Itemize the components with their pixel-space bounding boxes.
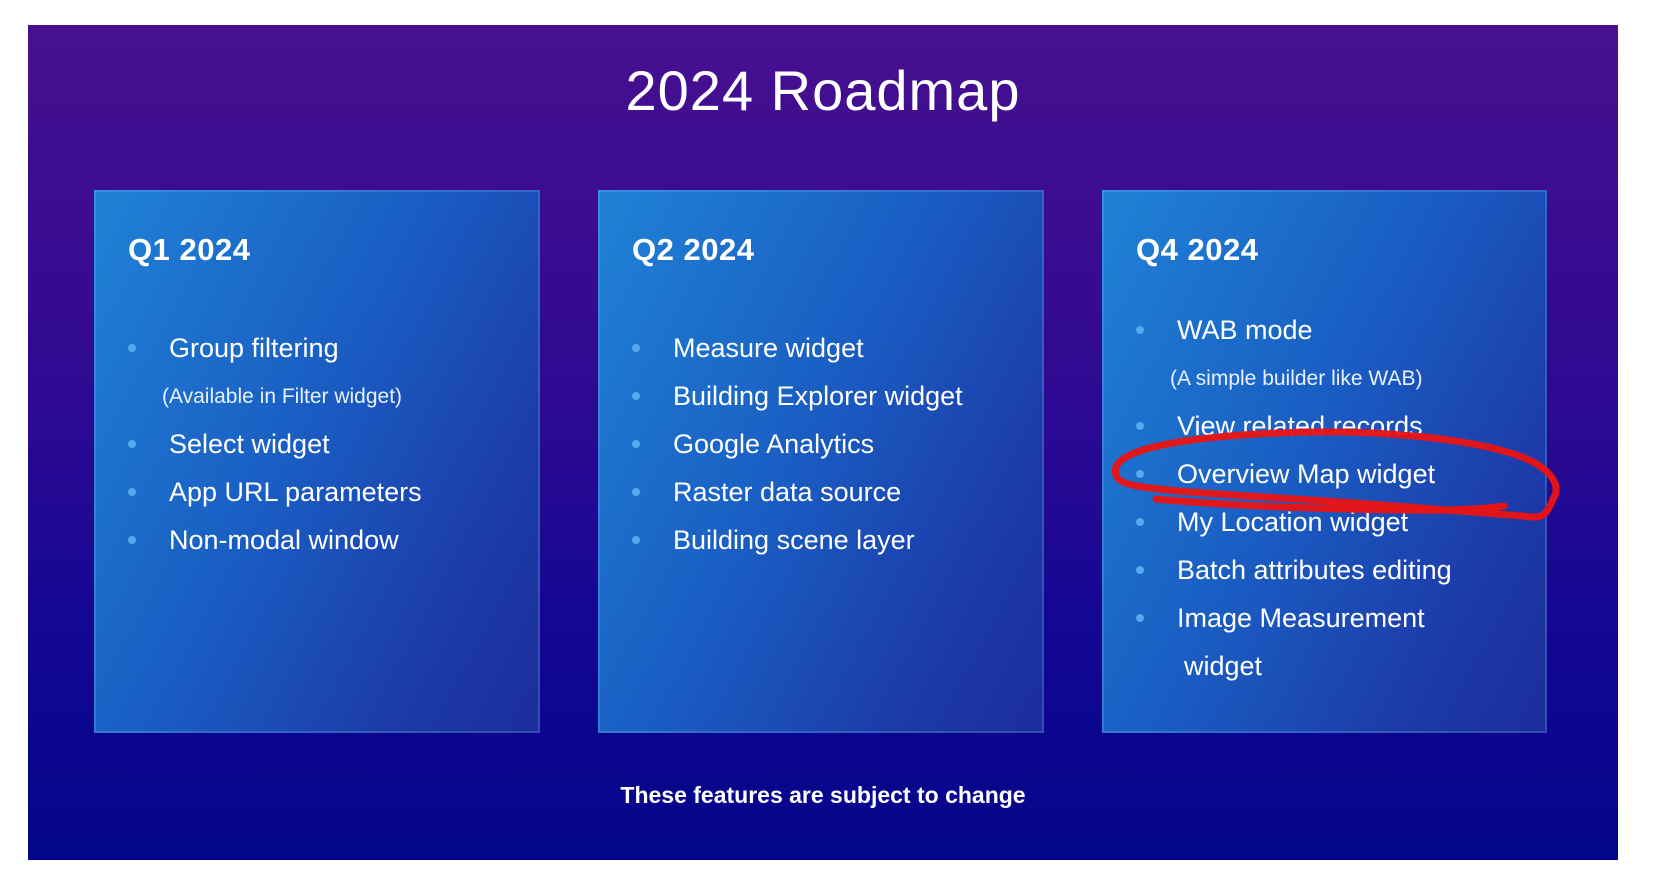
feature-item: Non-modal window bbox=[128, 526, 540, 555]
bullet-dot-icon bbox=[632, 344, 640, 352]
bullet-dot-icon bbox=[128, 488, 136, 496]
feature-item: Batch attributes editing bbox=[1136, 556, 1547, 585]
feature-item-label: Image Measurement bbox=[1177, 603, 1425, 633]
feature-item-label: Building Explorer widget bbox=[673, 381, 963, 411]
feature-item-label: Raster data source bbox=[673, 477, 902, 507]
feature-item-label: My Location widget bbox=[1177, 507, 1409, 537]
feature-item-label: Building scene layer bbox=[673, 525, 915, 555]
feature-item-label: widget bbox=[1184, 651, 1263, 681]
quarter-card-q2-2024: Q2 2024 Measure widget Building Explorer … bbox=[598, 190, 1044, 733]
feature-item-label: Group filtering bbox=[169, 333, 339, 363]
card-heading: Q4 2024 bbox=[1136, 232, 1259, 267]
feature-list: Measure widget Building Explorer widget Go… bbox=[632, 334, 1044, 555]
bullet-dot-icon bbox=[1136, 470, 1144, 478]
feature-item: Image Measurement widget bbox=[1136, 604, 1547, 681]
card-heading: Q2 2024 bbox=[632, 232, 755, 267]
feature-item-label: Overview Map widget bbox=[1177, 459, 1436, 489]
feature-item-label: Measure widget bbox=[673, 333, 864, 363]
feature-item-label: (A simple builder like WAB) bbox=[1170, 367, 1423, 390]
feature-item: (A simple builder like WAB) bbox=[1136, 364, 1547, 393]
feature-item-label: App URL parameters bbox=[169, 477, 422, 507]
roadmap-slide: 2024 Roadmap Q1 2024 Group filtering (Ava… bbox=[28, 25, 1618, 860]
bullet-dot-icon bbox=[1136, 422, 1144, 430]
quarter-card-q1-2024: Q1 2024 Group filtering (Available in Fil… bbox=[94, 190, 540, 733]
feature-item: App URL parameters bbox=[128, 478, 540, 507]
feature-item: Building Explorer widget bbox=[632, 382, 1044, 411]
bullet-dot-icon bbox=[128, 344, 136, 352]
feature-item-label: Google Analytics bbox=[673, 429, 875, 459]
slide-title: 2024 Roadmap bbox=[625, 59, 1021, 122]
feature-item: View related records bbox=[1136, 412, 1547, 441]
bullet-dot-icon bbox=[1136, 326, 1144, 334]
bullet-dot-icon bbox=[1136, 566, 1144, 574]
feature-item: (Available in Filter widget) bbox=[128, 382, 540, 411]
bullet-dot-icon bbox=[1136, 614, 1144, 622]
feature-list: Group filtering (Available in Filter widg… bbox=[128, 334, 540, 555]
feature-list: WAB mode (A simple builder like WAB) View … bbox=[1136, 316, 1547, 681]
feature-item: Building scene layer bbox=[632, 526, 1044, 555]
bullet-dot-icon bbox=[632, 536, 640, 544]
card-heading: Q1 2024 bbox=[128, 232, 251, 267]
feature-item-label: Select widget bbox=[169, 429, 330, 459]
feature-item: My Location widget bbox=[1136, 508, 1547, 537]
feature-item: Measure widget bbox=[632, 334, 1044, 363]
feature-item: Google Analytics bbox=[632, 430, 1044, 459]
feature-item: WAB mode bbox=[1136, 316, 1547, 345]
feature-item: Group filtering bbox=[128, 334, 540, 363]
disclaimer-text: These features are subject to change bbox=[620, 782, 1026, 808]
feature-item-label: (Available in Filter widget) bbox=[162, 385, 403, 408]
feature-item: Overview Map widget bbox=[1136, 460, 1547, 489]
bullet-dot-icon bbox=[128, 440, 136, 448]
bullet-dot-icon bbox=[632, 440, 640, 448]
quarter-card-q4-2024: Q4 2024 WAB mode (A simple builder like W… bbox=[1102, 190, 1547, 733]
feature-item-label: WAB mode bbox=[1177, 315, 1313, 345]
bullet-dot-icon bbox=[632, 392, 640, 400]
feature-item: Raster data source bbox=[632, 478, 1044, 507]
feature-item: Select widget bbox=[128, 430, 540, 459]
bullet-dot-icon bbox=[632, 488, 640, 496]
feature-item-label: Non-modal window bbox=[169, 525, 399, 555]
bullet-dot-icon bbox=[1136, 518, 1144, 526]
feature-item-label: Batch attributes editing bbox=[1177, 555, 1452, 585]
feature-item-label: View related records bbox=[1177, 411, 1423, 441]
bullet-dot-icon bbox=[128, 536, 136, 544]
